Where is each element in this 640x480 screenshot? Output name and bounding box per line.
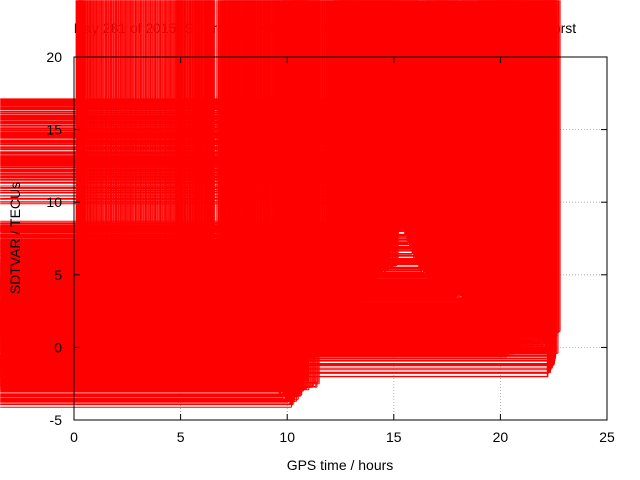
series-hump-midday bbox=[0, 0, 418, 205]
y-axis-label: SDTVAR / TECUs bbox=[7, 182, 23, 294]
x-tick-label: 15 bbox=[386, 429, 402, 445]
x-tick-label: 0 bbox=[70, 429, 78, 445]
x-tick-label: 20 bbox=[493, 429, 509, 445]
x-tick-label: 10 bbox=[279, 429, 295, 445]
y-tick-label: 15 bbox=[46, 122, 62, 138]
data-points bbox=[0, 0, 561, 408]
y-tick-label: 20 bbox=[46, 49, 62, 65]
series-late-drop bbox=[0, 0, 557, 378]
plot-frame bbox=[73, 56, 608, 421]
x-tick-label: 5 bbox=[177, 429, 185, 445]
x-tick-label: 25 bbox=[599, 429, 615, 445]
y-tick-label: 10 bbox=[46, 194, 62, 210]
y-tick-label: 0 bbox=[54, 339, 62, 355]
axes: 0 5 10 15 20 25 -5 0 5 10 15 20 bbox=[46, 49, 615, 445]
y-tick-label: 5 bbox=[54, 267, 62, 283]
x-axis-label: GPS time / hours bbox=[287, 457, 394, 473]
y-tick-label: -5 bbox=[50, 412, 63, 428]
